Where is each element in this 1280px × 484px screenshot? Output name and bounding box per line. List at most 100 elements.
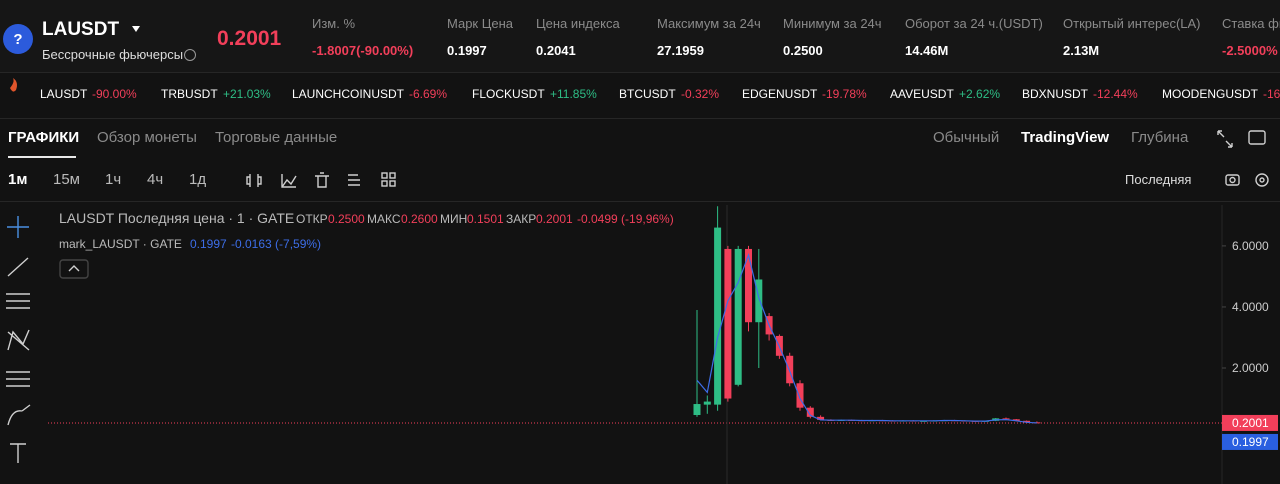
- candle-body: [796, 383, 804, 408]
- candle-body: [1023, 420, 1031, 423]
- candle-body: [724, 248, 732, 399]
- interval[interactable]: 1ч: [105, 171, 122, 188]
- ticker-change: -16.2%: [1263, 87, 1280, 101]
- projection-tool[interactable]: [6, 371, 30, 387]
- y-tick-label: 6.0000: [1232, 239, 1269, 253]
- view-option[interactable]: Глубина: [1131, 129, 1189, 146]
- help-icon[interactable]: [3, 24, 33, 54]
- settings-icon[interactable]: [1255, 173, 1269, 187]
- stat-label: Изм. %: [312, 16, 356, 31]
- view-option[interactable]: TradingView: [1021, 129, 1110, 146]
- ticker-symbol[interactable]: LAUNCHCOINUSDT: [292, 87, 405, 101]
- ticker-symbol[interactable]: BDXNUSDT: [1022, 87, 1089, 101]
- ticker-change: -6.69%: [409, 87, 448, 101]
- ticker-bar: [0, 80, 1280, 110]
- ticker-change: +11.85%: [550, 87, 597, 101]
- symbol[interactable]: LAUSDT: [42, 19, 120, 40]
- y-tick-label: 2.0000: [1232, 361, 1269, 375]
- tab[interactable]: Торговые данные: [215, 129, 338, 146]
- candle-chart: 2.0000 4.0000 6.0000 0.2001 0.1997: [48, 205, 1278, 484]
- ohlc-label: МИН: [440, 212, 468, 226]
- ticker-symbol[interactable]: TRBUSDT: [161, 87, 218, 101]
- divider: [0, 201, 1280, 202]
- stat-value: -1.8007(-90.00%): [312, 43, 414, 58]
- mark-title: mark_LAUSDT · GATE: [59, 237, 182, 251]
- tab[interactable]: Обзор монеты: [97, 129, 197, 146]
- divider: [0, 72, 1280, 73]
- ohlc-label: ЗАКР: [506, 212, 537, 226]
- brush-tool[interactable]: [7, 404, 31, 426]
- candle-body: [745, 248, 752, 323]
- ticker-change: -0.32%: [681, 87, 720, 101]
- interval[interactable]: 1д: [189, 171, 207, 188]
- grid-icon[interactable]: [381, 172, 388, 179]
- grid-icon[interactable]: [389, 180, 396, 187]
- ohlc-label: ОТКР: [296, 212, 328, 226]
- ticker-symbol[interactable]: BTCUSDT: [619, 87, 676, 101]
- interval[interactable]: 15м: [53, 171, 80, 188]
- stat-value: 0.2041: [536, 43, 576, 58]
- delete-icon[interactable]: [315, 172, 329, 188]
- list-icon[interactable]: [348, 174, 360, 186]
- collapse-icon: [68, 265, 80, 272]
- interval[interactable]: 4ч: [147, 171, 164, 188]
- stat-value: -2.5000%: [1222, 43, 1278, 58]
- mark-value: 0.1997: [190, 237, 227, 251]
- ohlc-value: 0.2001: [536, 212, 573, 226]
- cursor-tool[interactable]: [7, 216, 29, 238]
- ticker-symbol[interactable]: MOODENGUSDT: [1162, 87, 1258, 101]
- mark-price-line: [696, 253, 1037, 424]
- view-option[interactable]: Обычный: [933, 129, 1000, 146]
- candle-body: [703, 401, 711, 405]
- camera-icon: [1229, 176, 1236, 184]
- ticker-change: +21.03%: [223, 87, 271, 101]
- window-icon[interactable]: [1248, 130, 1266, 145]
- legend-change: -0.0499 (-19,96%): [577, 212, 674, 226]
- ticker-change: -90.00%: [92, 87, 137, 101]
- interval[interactable]: 1м: [8, 171, 28, 188]
- ticker-change: +2.62%: [959, 87, 1001, 101]
- stat-label: Марк Цена: [447, 16, 513, 31]
- stat-value: 0.1997: [447, 43, 487, 58]
- ticker-symbol[interactable]: FLOCKUSDT: [472, 87, 545, 101]
- ticker-change: -19.78%: [822, 87, 867, 101]
- fib-tool[interactable]: [6, 293, 30, 309]
- collapse-button[interactable]: [59, 259, 89, 279]
- candle-body: [1012, 419, 1020, 421]
- info-icon[interactable]: [184, 49, 196, 61]
- candle-body: [693, 404, 701, 416]
- grid-icon[interactable]: [381, 180, 388, 187]
- last-price: 0.2001: [217, 27, 282, 50]
- dropdown-icon[interactable]: [132, 26, 140, 32]
- stat-value: 0.2500: [783, 43, 823, 58]
- tab[interactable]: ГРАФИКИ: [8, 129, 80, 146]
- line-tool[interactable]: [7, 257, 29, 277]
- ticker-symbol[interactable]: LAUSDT: [40, 87, 88, 101]
- indicator-icon[interactable]: [281, 174, 297, 188]
- help-icon-glyph: ?: [13, 31, 22, 48]
- stat-label: Ставка фин: [1222, 16, 1280, 31]
- candle-body: [714, 227, 722, 405]
- stat-label: Максимум за 24ч: [657, 16, 761, 31]
- price-badge-label: 0.2001: [1232, 416, 1269, 430]
- stat-label: Цена индекса: [536, 16, 620, 31]
- price-type[interactable]: Последняя: [1125, 172, 1192, 187]
- ticker-symbol[interactable]: AAVEUSDT: [890, 87, 954, 101]
- stat-label: Оборот за 24 ч.(USDT): [905, 16, 1043, 31]
- text-tool[interactable]: [10, 443, 26, 463]
- ticker-symbol[interactable]: EDGENUSDT: [742, 87, 818, 101]
- candle-body: [817, 416, 825, 420]
- camera-icon[interactable]: [1225, 174, 1240, 186]
- header-bar: [0, 0, 1280, 72]
- pattern-tool[interactable]: [7, 329, 30, 351]
- stat-value: 14.46M: [905, 43, 949, 58]
- candle-icon[interactable]: [246, 174, 262, 187]
- grid-icon[interactable]: [389, 172, 396, 179]
- price-badge-label: 0.1997: [1232, 435, 1269, 449]
- ticker-change: -12.44%: [1093, 87, 1138, 101]
- fullscreen-icon[interactable]: [1217, 130, 1233, 148]
- legend-title: LAUSDT Последняя цена · 1 · GATE: [59, 210, 295, 226]
- toolbar-icons: [6, 130, 1269, 463]
